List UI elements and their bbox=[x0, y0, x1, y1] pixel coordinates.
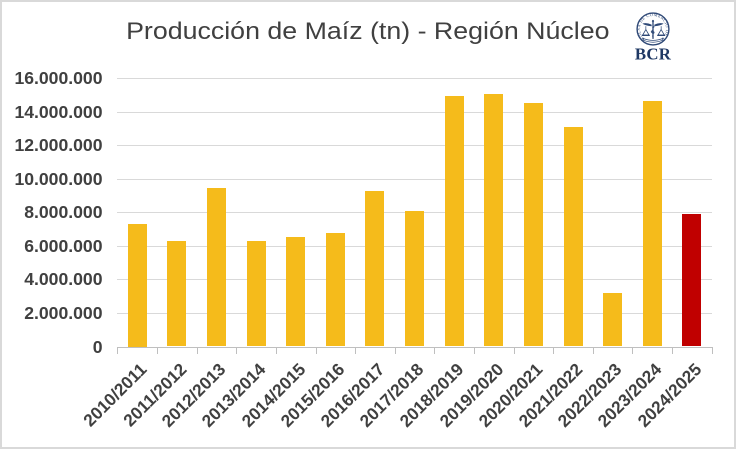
svg-text:BCR: BCR bbox=[635, 44, 672, 63]
